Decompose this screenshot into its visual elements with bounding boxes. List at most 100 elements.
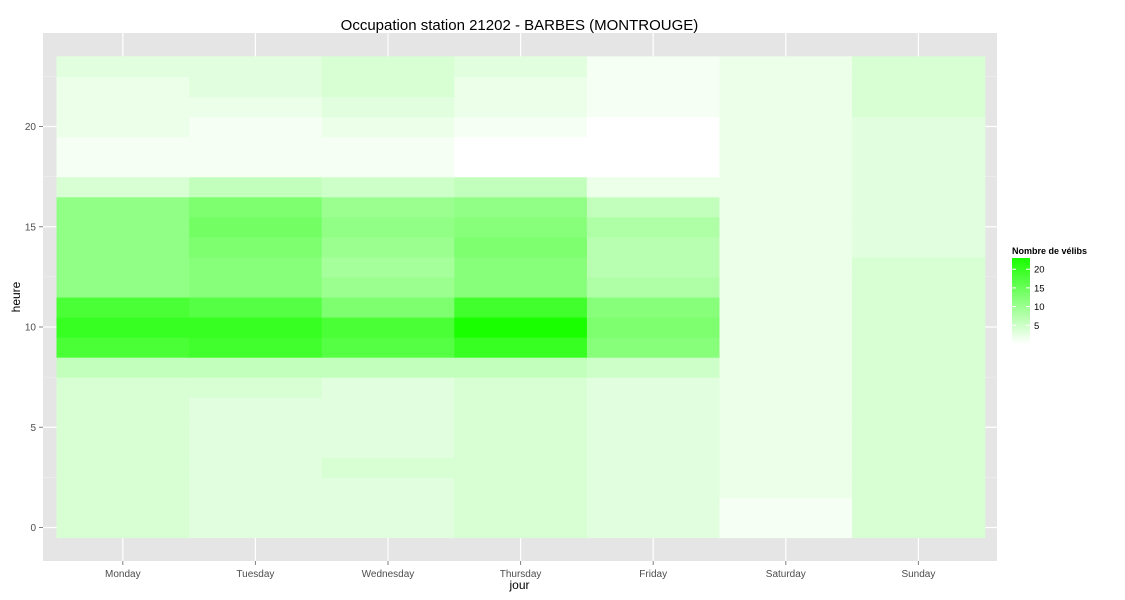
heatmap-cell <box>189 477 323 499</box>
heatmap-cell <box>454 337 588 358</box>
heatmap-cell <box>586 457 721 478</box>
heatmap-cell <box>189 56 323 77</box>
heatmap-cell <box>454 477 588 499</box>
legend-colorbar <box>1012 258 1030 344</box>
heatmap-cell <box>321 96 455 118</box>
legend-title: Nombre de vélibs <box>1012 246 1087 256</box>
x-axis-title: jour <box>508 578 529 592</box>
heatmap-cell <box>719 437 853 458</box>
heatmap-cell <box>454 296 588 318</box>
heatmap-cell <box>852 417 986 438</box>
heatmap-cell <box>189 76 323 98</box>
heatmap-cell <box>719 216 853 238</box>
heatmap-cell <box>852 96 986 118</box>
heatmap-cell <box>852 196 986 218</box>
heatmap-cell <box>321 116 455 138</box>
x-tick-label: Tuesday <box>236 569 274 580</box>
heatmap-cell <box>852 497 986 519</box>
heatmap-cell <box>321 397 455 418</box>
heatmap-cell <box>321 357 455 378</box>
heatmap-cell <box>454 76 588 98</box>
heatmap-cell <box>189 96 323 118</box>
heatmap-cell <box>189 517 323 539</box>
heatmap-cell <box>586 477 721 499</box>
y-tick-label: 15 <box>25 222 37 233</box>
heatmap-cell <box>719 276 853 298</box>
heatmap-cell <box>719 397 853 418</box>
legend-label: 10 <box>1034 302 1045 313</box>
heatmap-cell <box>321 196 455 218</box>
heatmap-cell <box>189 116 323 138</box>
x-tick-label: Thursday <box>500 569 542 580</box>
heatmap-cell <box>56 276 190 298</box>
heatmap-cell <box>852 316 986 338</box>
heatmap-cell <box>586 156 721 178</box>
heatmap-cell <box>454 417 588 438</box>
heatmap-cell <box>852 397 986 418</box>
heatmap-cell <box>189 236 323 258</box>
heatmap-cell <box>321 136 455 158</box>
heatmap-cell <box>454 256 588 278</box>
x-axis: Monday Tuesday Wednesday Thursday Friday Satu… <box>105 561 935 580</box>
x-tick-label: Saturday <box>766 569 806 580</box>
legend-label: 20 <box>1034 265 1045 276</box>
heatmap-cell <box>189 457 323 478</box>
heatmap-cell <box>454 56 588 77</box>
heatmap-cell <box>719 296 853 318</box>
heatmap-cell <box>719 477 853 499</box>
heatmap-cell <box>56 116 190 138</box>
heatmap-cell <box>56 136 190 158</box>
heatmap-cell <box>852 56 986 77</box>
heatmap-cell <box>454 156 588 178</box>
heatmap-cell <box>321 517 455 539</box>
heatmap-cell <box>321 316 455 338</box>
heatmap-cell <box>454 316 588 338</box>
heatmap-cell <box>454 236 588 258</box>
heatmap-cell <box>852 156 986 178</box>
heatmap-cell <box>56 417 190 438</box>
heatmap-cell <box>189 437 323 458</box>
heatmap-cell <box>321 337 455 358</box>
heatmap-cell <box>454 457 588 478</box>
heatmap-cell <box>586 337 721 358</box>
heatmap-cell <box>852 136 986 158</box>
x-tick-label: Friday <box>639 569 667 580</box>
heatmap-cell <box>852 357 986 378</box>
heatmap-cell <box>719 316 853 338</box>
heatmap-cell <box>321 417 455 438</box>
heatmap-cell <box>719 76 853 98</box>
heatmap-cell <box>586 417 721 438</box>
heatmap-cell <box>719 196 853 218</box>
heatmap-cell <box>56 236 190 258</box>
y-tick-label: 5 <box>30 423 36 434</box>
heatmap-cell <box>189 397 323 418</box>
heatmap-cell <box>586 397 721 418</box>
heatmap-cell <box>586 216 721 238</box>
legend-label: 5 <box>1034 321 1039 332</box>
y-tick-label: 0 <box>30 523 36 534</box>
heatmap-cell <box>321 497 455 519</box>
heatmap-cell <box>852 437 986 458</box>
heatmap-cell <box>56 337 190 358</box>
legend-label: 15 <box>1034 283 1045 294</box>
heatmap-cell <box>321 276 455 298</box>
heatmap-cell <box>586 56 721 77</box>
heatmap-cell <box>719 96 853 118</box>
heatmap-cell <box>454 96 588 118</box>
heatmap-cell <box>321 437 455 458</box>
y-axis-title: heure <box>9 281 23 312</box>
heatmap-cell <box>454 377 588 398</box>
heatmap-cell <box>321 176 455 198</box>
heatmap-cell <box>56 196 190 218</box>
heatmap-cell <box>56 497 190 519</box>
heatmap-cell <box>189 256 323 278</box>
heatmap-cell <box>321 377 455 398</box>
heatmap-cell <box>586 497 721 519</box>
y-tick-label: 10 <box>25 323 37 334</box>
heatmap-cell <box>719 176 853 198</box>
heatmap-cell <box>454 136 588 158</box>
heatmap-cell <box>454 116 588 138</box>
heatmap-cell <box>852 216 986 238</box>
heatmap-cell <box>852 296 986 318</box>
y-tick-label: 20 <box>25 122 37 133</box>
